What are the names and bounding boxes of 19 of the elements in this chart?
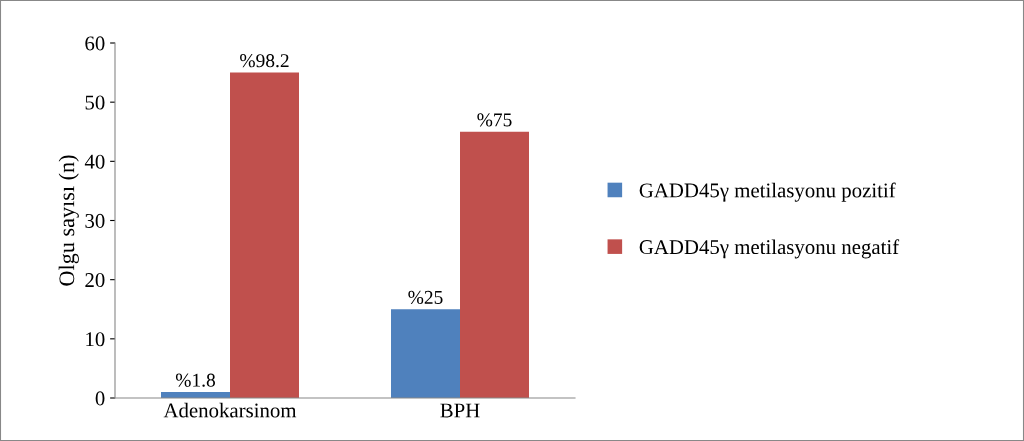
- y-tick-label: 50: [85, 95, 105, 110]
- x-tick-label: Adenokarsinom: [163, 402, 297, 418]
- y-tick-label: 40: [84, 154, 105, 169]
- y-tick-label: 60: [85, 36, 105, 51]
- y-tick-label: 0: [95, 391, 105, 406]
- y-tick-label: 30: [85, 213, 105, 228]
- annotation: %98.2: [240, 54, 289, 68]
- legend-label: GADD45γ metilasyonu pozitif: [639, 182, 896, 202]
- annotation: %75: [477, 113, 512, 127]
- bar: [391, 309, 460, 398]
- bar: [230, 72, 299, 398]
- bar: [460, 131, 529, 398]
- x-tick-label: BPH: [440, 403, 480, 418]
- legend-label: GADD45γ metilasyonu negatif: [639, 239, 900, 259]
- y-tick-label: 20: [85, 273, 105, 288]
- y-tick-label: 10: [86, 332, 105, 347]
- annotation: %25: [408, 290, 443, 304]
- annotation: %1.8: [175, 373, 216, 387]
- y-axis-title: Olgu sayısı (n): [58, 155, 79, 286]
